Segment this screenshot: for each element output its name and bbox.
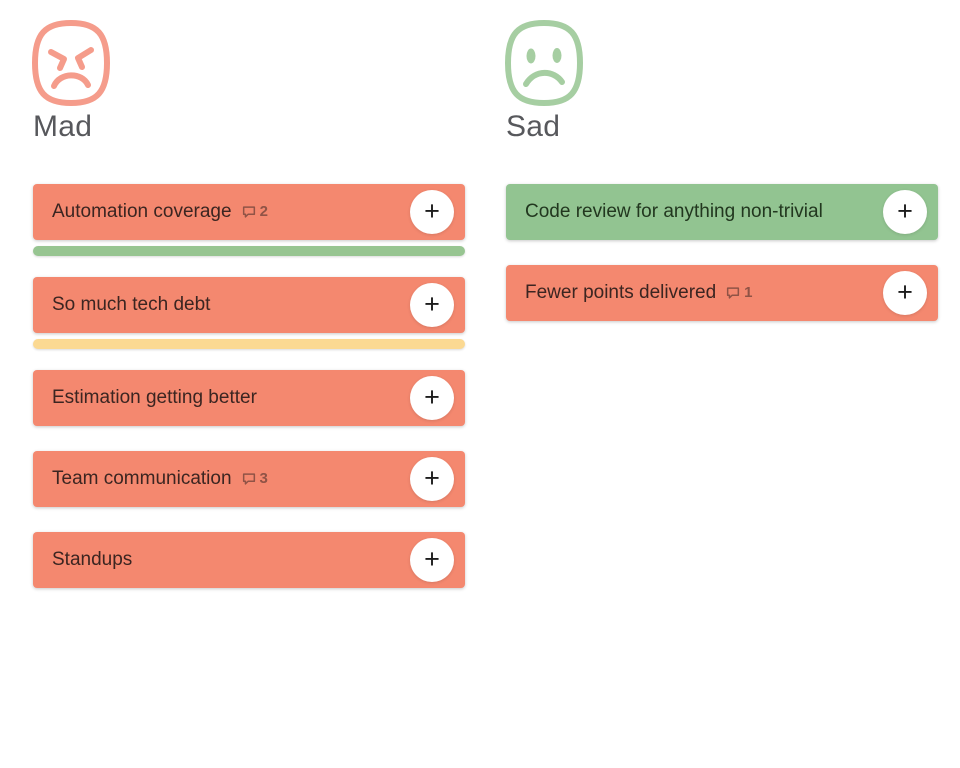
- board-column-mad: Mad Automation coverage 2 + So much tech…: [32, 0, 465, 613]
- comment-count: 2: [241, 199, 268, 225]
- column-face: [502, 18, 586, 108]
- retro-card[interactable]: Code review for anything non-trivial +: [506, 184, 938, 240]
- comment-count: 3: [241, 466, 268, 492]
- card-unit: So much tech debt +: [33, 277, 465, 349]
- column-title: Mad: [33, 110, 93, 143]
- card-plus-button[interactable]: +: [883, 271, 927, 315]
- plus-icon: +: [424, 462, 440, 493]
- card-plus-button[interactable]: +: [410, 457, 454, 501]
- retro-board: Mad Automation coverage 2 + So much tech…: [32, 0, 938, 613]
- card-list: Code review for anything non-trivial + F…: [506, 184, 938, 321]
- card-text: Automation coverage: [52, 201, 232, 222]
- card-unit: Estimation getting better +: [33, 370, 465, 426]
- stacked-card-edge[interactable]: [33, 246, 465, 256]
- card-plus-button[interactable]: +: [410, 538, 454, 582]
- card-unit: Code review for anything non-trivial +: [506, 184, 938, 240]
- card-text: Estimation getting better: [52, 387, 257, 408]
- comment-count-number: 2: [259, 203, 268, 220]
- retro-card[interactable]: Automation coverage 2 +: [33, 184, 465, 240]
- card-unit: Team communication 3 +: [33, 451, 465, 507]
- card-text: Team communication: [52, 468, 232, 489]
- column-header: Mad: [32, 0, 465, 184]
- comment-count-number: 1: [744, 284, 753, 301]
- card-text: Code review for anything non-trivial: [525, 201, 823, 222]
- board-column-sad: Sad Code review for anything non-trivial…: [505, 0, 938, 613]
- card-unit: Automation coverage 2 +: [33, 184, 465, 256]
- card-text: Standups: [52, 549, 133, 570]
- card-list: Automation coverage 2 + So much tech deb…: [33, 184, 465, 588]
- card-unit: Standups +: [33, 532, 465, 588]
- column-header: Sad: [505, 0, 938, 184]
- card-plus-button[interactable]: +: [410, 283, 454, 327]
- stacked-card-edge[interactable]: [33, 339, 465, 349]
- card-plus-button[interactable]: +: [883, 190, 927, 234]
- comment-icon: [727, 287, 740, 299]
- retro-card[interactable]: Fewer points delivered 1 +: [506, 265, 938, 321]
- plus-icon: +: [424, 288, 440, 319]
- plus-icon: +: [897, 195, 913, 226]
- retro-card[interactable]: Team communication 3 +: [33, 451, 465, 507]
- card-text: Fewer points delivered: [525, 282, 717, 303]
- comment-count-number: 3: [259, 470, 268, 487]
- card-unit: Fewer points delivered 1 +: [506, 265, 938, 321]
- retro-card[interactable]: Estimation getting better +: [33, 370, 465, 426]
- plus-icon: +: [897, 276, 913, 307]
- column-title: Sad: [506, 110, 561, 143]
- column-face: [29, 18, 113, 108]
- plus-icon: +: [424, 543, 440, 574]
- mad-face-icon: [32, 20, 110, 106]
- card-plus-button[interactable]: +: [410, 376, 454, 420]
- comment-icon: [242, 206, 255, 218]
- plus-icon: +: [424, 381, 440, 412]
- plus-icon: +: [424, 195, 440, 226]
- card-plus-button[interactable]: +: [410, 190, 454, 234]
- comment-icon: [242, 473, 255, 485]
- retro-card[interactable]: So much tech debt +: [33, 277, 465, 333]
- sad-face-icon: [505, 20, 583, 106]
- card-text: So much tech debt: [52, 294, 211, 315]
- comment-count: 1: [725, 280, 753, 306]
- retro-card[interactable]: Standups +: [33, 532, 465, 588]
